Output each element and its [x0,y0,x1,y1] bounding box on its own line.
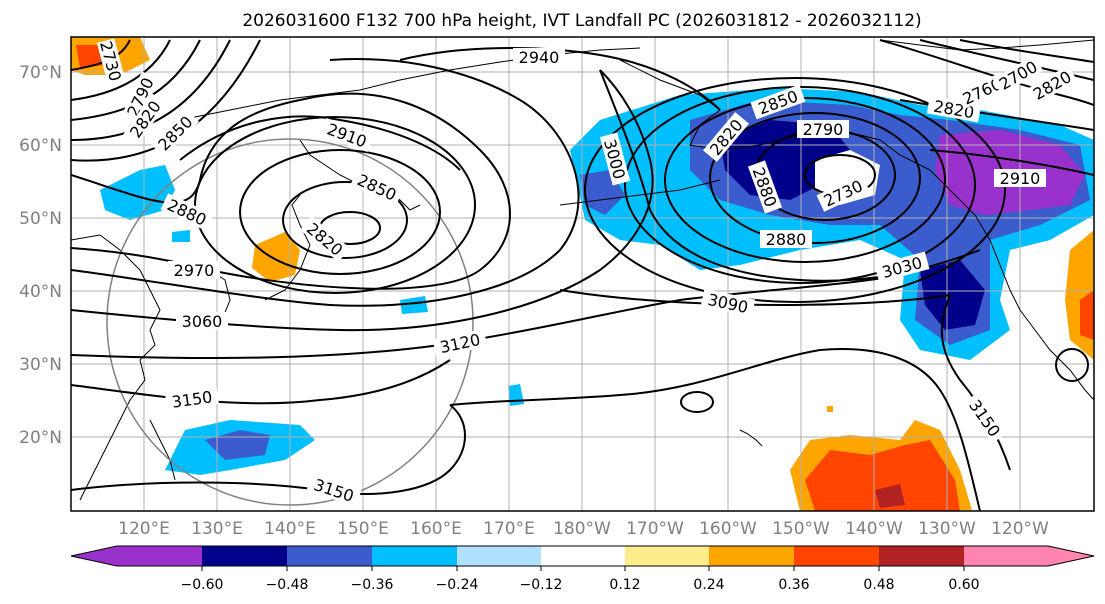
lon-label: 150°E [337,519,389,539]
contour-small-low-calif [1055,348,1089,382]
longitude-labels: 120°E 130°E 140°E 150°E 160°E 170°E 180°… [118,519,1049,539]
contour-low-west-2 [282,181,408,259]
lon-label: 130°E [191,519,243,539]
lon-label: 160°E [410,519,462,539]
lat-label: 20°N [19,428,62,448]
contour-ne-5 [929,149,1094,176]
ivt-pos-calif-mid [1080,290,1094,340]
ivt-pos-japan [252,232,300,282]
coast-hawaii [739,429,763,447]
map-frame [70,36,1095,512]
contour-ne-3 [959,39,1094,63]
colorbar-segment [202,546,287,566]
ivt-pos-south-mid [805,440,960,511]
contour-2940 [399,47,721,111]
contour-nw-2 [71,39,171,101]
ivt-pos-arctic-core [76,45,105,68]
lat-label: 30°N [19,355,62,375]
colorbar-tick-label: 0.36 [778,577,809,593]
contour-label: 2880 [766,230,807,249]
colorbar-segment [117,546,202,566]
contour-2910 [179,115,461,171]
lon-label: 140°E [264,519,316,539]
colorbar-extend-right [1048,546,1094,566]
reference-circle [106,138,474,506]
lat-label: 40°N [19,282,62,302]
contour-small-high [680,391,714,413]
ivt-pos-southspot [827,406,833,412]
coast-japan [264,194,311,301]
colorbar-tick-label: −0.12 [520,577,563,593]
colorbar-segment [709,546,794,566]
colorbar-segment [794,546,879,566]
colorbar-tick-label: −0.36 [351,577,394,593]
coast-asia [71,234,161,501]
colorbar-segment [457,546,541,566]
contour-low-west-4 [194,116,476,294]
lat-label: 70°N [19,63,62,83]
colorbar-segment [541,546,625,566]
contour-low-east-3 [709,112,921,244]
ivt-neg-west2 [172,230,190,242]
figure-title: 2026031600 F132 700 hPa height, IVT Land… [242,11,921,31]
lon-label: 140°W [845,519,903,539]
contour-3150 [71,359,451,405]
lon-label: 120°W [991,519,1049,539]
lon-label: 150°W [772,519,830,539]
colorbar-tick-label: 0.12 [609,577,640,593]
lon-label: 160°W [699,519,757,539]
contour-label: 3060 [182,312,223,331]
colorbar: −0.60 −0.48 −0.36 −0.24 −0.12 0.12 0.24 … [70,545,1095,593]
colorbar-segment [879,546,964,566]
colorbar-segment [964,546,1048,566]
contour-3120 [71,274,901,359]
colorbar-tick-label: 0.48 [863,577,894,593]
contour-low-east-4 [664,97,946,263]
contour-label: 2910 [1000,169,1041,188]
ivt-neg-west1 [100,165,175,220]
colorbar-extend-left [71,546,117,566]
colorbar-tick-label: −0.48 [266,577,309,593]
lon-label: 170°E [483,519,535,539]
colorbar-outline [70,545,1095,567]
ivt-neg-west3 [400,296,428,314]
lat-label: 50°N [19,209,62,229]
coast-northamerica [989,239,1094,401]
contour-nw-4 [71,39,231,141]
contour-3150-south [71,404,466,495]
colorbar-segment [625,546,709,566]
ivt-pos-south-dark [875,484,905,508]
contour-ne-4 [899,99,1094,131]
colorbar-tick-label: 0.24 [693,577,724,593]
contour-label: 2970 [174,261,215,280]
contour-low-east-6 [584,77,1006,303]
coast-siberia [179,47,641,121]
lon-label: 180°W [553,519,611,539]
map-area: 2940 2910 2850 2820 2880 2970 3060 3120 … [71,37,1094,511]
lat-label: 60°N [19,136,62,156]
lon-label: 170°W [626,519,684,539]
contour-label: 2790 [803,120,844,139]
contour-3150-east [449,348,981,511]
lon-label: 120°E [118,519,170,539]
ivt-neg-pacific-dark2 [920,260,985,330]
lon-label: 130°W [918,519,976,539]
colorbar-tick-label: 0.60 [948,577,979,593]
contour-low-west-3 [239,149,441,275]
colorbar-segment [287,546,372,566]
contour-label: 2940 [519,48,560,67]
latitude-labels: 70°N 60°N 50°N 40°N 30°N 20°N [19,63,62,448]
coast-arctic [879,39,1094,51]
contour-low-west-6 [71,58,580,307]
colorbar-segment [372,546,457,566]
colorbar-tick-label: −0.24 [436,577,479,593]
coast-philippines [149,419,176,481]
colorbar-tick-label: −0.60 [181,577,224,593]
